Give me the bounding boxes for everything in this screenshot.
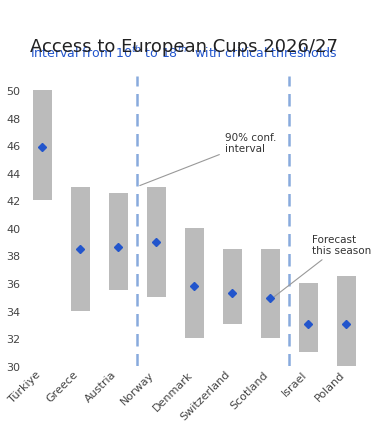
Text: Forecast
this season: Forecast this season bbox=[275, 234, 372, 297]
Text: Access to European Cups 2026/27: Access to European Cups 2026/27 bbox=[30, 38, 338, 56]
Bar bbox=[261, 249, 280, 338]
Bar bbox=[185, 228, 204, 338]
Text: Interval from 10$^{th}$ to 18$^{th}$  with critical thresholds: Interval from 10$^{th}$ to 18$^{th}$ wit… bbox=[30, 46, 338, 61]
Bar bbox=[337, 276, 356, 366]
Bar bbox=[223, 249, 242, 325]
Bar bbox=[299, 283, 318, 352]
Bar bbox=[33, 91, 52, 201]
Bar bbox=[109, 194, 128, 290]
Text: 90% conf.
interval: 90% conf. interval bbox=[140, 132, 276, 186]
Bar bbox=[147, 187, 166, 297]
Bar bbox=[70, 187, 90, 311]
